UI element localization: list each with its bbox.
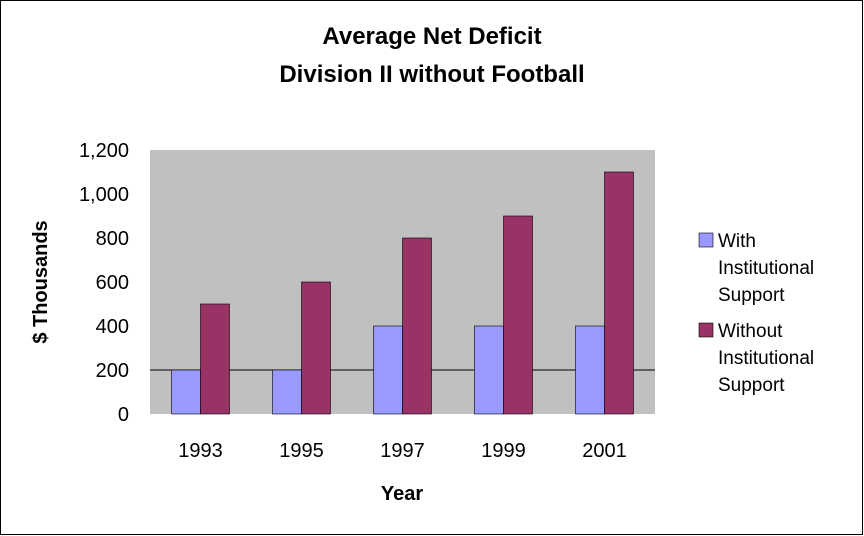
legend-label-without-line-1: Institutional bbox=[718, 348, 814, 369]
chart-title-line-1: Average Net Deficit bbox=[322, 23, 541, 50]
bar-with-1999 bbox=[474, 325, 504, 415]
x-tick-label: 1995 bbox=[279, 440, 324, 462]
x-tick-label: 1999 bbox=[481, 440, 526, 462]
y-axis-ticks: 0 200 400 600 800 1,000 1,200 bbox=[79, 140, 129, 426]
y-tick-label: 1,000 bbox=[79, 184, 129, 206]
bar-without-1993 bbox=[200, 303, 230, 415]
bar-with-2001 bbox=[575, 325, 605, 415]
bar-without-1997 bbox=[402, 237, 432, 415]
x-tick-label: 2001 bbox=[582, 440, 627, 462]
bars bbox=[171, 171, 634, 415]
y-tick-label: 200 bbox=[96, 360, 129, 382]
legend-label-without-line-2: Support bbox=[718, 375, 785, 396]
bar-without-2001 bbox=[604, 171, 634, 415]
legend-label-with-line-2: Support bbox=[718, 285, 785, 306]
x-tick-label: 1993 bbox=[178, 440, 223, 462]
y-axis-label: $ Thousands bbox=[30, 220, 52, 343]
bar-with-1995 bbox=[272, 369, 302, 415]
legend-label-with-line-0: With bbox=[718, 231, 756, 252]
legend-label-without-line-0: Without bbox=[718, 321, 783, 342]
y-tick-label: 600 bbox=[96, 272, 129, 294]
legend-label-with-line-1: Institutional bbox=[718, 258, 814, 279]
y-tick-label: 1,200 bbox=[79, 140, 129, 162]
y-tick-label: 800 bbox=[96, 228, 129, 250]
legend-swatch-with bbox=[698, 232, 714, 248]
y-tick-label: 0 bbox=[118, 404, 129, 426]
bar-without-1999 bbox=[503, 215, 533, 415]
x-tick-label: 1997 bbox=[380, 440, 425, 462]
bar-with-1997 bbox=[373, 325, 403, 415]
bar-with-1993 bbox=[171, 369, 201, 415]
legend: With Institutional Support Without Instituti… bbox=[698, 231, 814, 396]
x-axis-label: Year bbox=[381, 483, 423, 505]
legend-swatch-without bbox=[698, 322, 714, 338]
y-tick-label: 400 bbox=[96, 316, 129, 338]
bar-without-1995 bbox=[301, 281, 331, 415]
chart-title-line-2: Division II without Football bbox=[279, 61, 584, 88]
x-axis-ticks: 1993 1995 1997 1999 2001 bbox=[178, 440, 627, 462]
